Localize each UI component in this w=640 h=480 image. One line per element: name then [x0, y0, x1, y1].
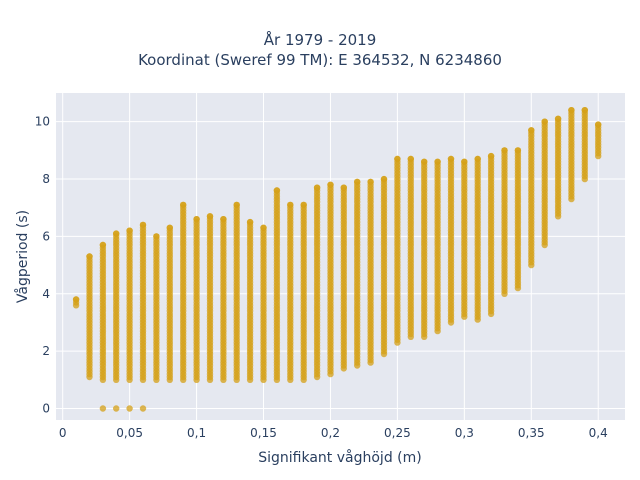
x-tick-labels: 0 0,05 0,1 0,15 0,2 0,25 0,3 0,35 0,4 — [59, 426, 608, 440]
y-tick-label: 2 — [42, 344, 50, 358]
data-point — [407, 155, 414, 163]
data-point — [246, 218, 254, 226]
x-tick-label: 0 — [59, 426, 67, 440]
x-tick-label: 0,05 — [116, 426, 143, 440]
data-point — [233, 201, 240, 209]
data-point — [568, 107, 575, 114]
data-point — [153, 233, 160, 240]
data-point — [354, 178, 361, 186]
y-tick-label: 8 — [42, 172, 50, 186]
x-tick-label: 0,25 — [384, 426, 411, 440]
data-point — [113, 230, 120, 237]
data-point — [313, 184, 321, 191]
data-point — [126, 405, 133, 412]
data-point — [434, 158, 441, 165]
data-point — [300, 201, 307, 209]
data-point — [394, 155, 401, 163]
data-point — [126, 227, 133, 234]
data-point — [595, 121, 602, 128]
scatter-points — [72, 107, 602, 412]
data-point — [340, 184, 347, 191]
x-tick-label: 0,3 — [455, 426, 474, 440]
data-point — [72, 296, 80, 303]
data-point — [367, 178, 374, 186]
data-point — [139, 221, 147, 229]
data-point — [180, 201, 187, 209]
data-point — [113, 405, 120, 412]
data-point — [139, 405, 147, 412]
data-point — [287, 201, 294, 209]
x-axis-label: Signifikant våghöjd (m) — [258, 449, 421, 466]
chart-title-line-1: År 1979 - 2019 — [263, 31, 377, 49]
data-point — [541, 118, 548, 125]
data-point — [206, 213, 214, 220]
data-point — [327, 181, 334, 188]
y-tick-label: 6 — [42, 229, 50, 243]
data-point — [421, 158, 428, 165]
data-point — [99, 405, 107, 412]
chart-title-line-2: Koordinat (Sweref 99 TM): E 364532, N 62… — [138, 51, 502, 69]
x-tick-label: 0,35 — [518, 426, 545, 440]
data-point — [528, 127, 535, 134]
data-point — [461, 158, 468, 165]
data-point — [260, 224, 267, 231]
data-point — [380, 175, 388, 183]
data-point — [474, 155, 481, 163]
x-tick-label: 0,15 — [250, 426, 277, 440]
data-point — [86, 253, 93, 260]
x-tick-label: 0,4 — [589, 426, 608, 440]
y-axis-label: Vågperiod (s) — [14, 210, 31, 303]
data-point — [554, 115, 562, 123]
data-point — [99, 241, 107, 249]
data-point — [581, 107, 588, 114]
y-tick-label: 10 — [35, 115, 50, 129]
data-point — [273, 187, 281, 194]
data-point — [166, 224, 173, 231]
data-point — [514, 147, 522, 154]
data-point — [501, 147, 508, 154]
data-point — [220, 216, 227, 223]
x-tick-label: 0,1 — [187, 426, 206, 440]
y-tick-label: 0 — [42, 402, 50, 416]
y-tick-labels: 0 2 4 6 8 10 — [35, 115, 50, 416]
data-point — [193, 216, 200, 223]
x-tick-label: 0,2 — [321, 426, 340, 440]
y-tick-label: 4 — [42, 287, 50, 301]
data-point — [447, 155, 455, 163]
data-point — [487, 152, 495, 160]
